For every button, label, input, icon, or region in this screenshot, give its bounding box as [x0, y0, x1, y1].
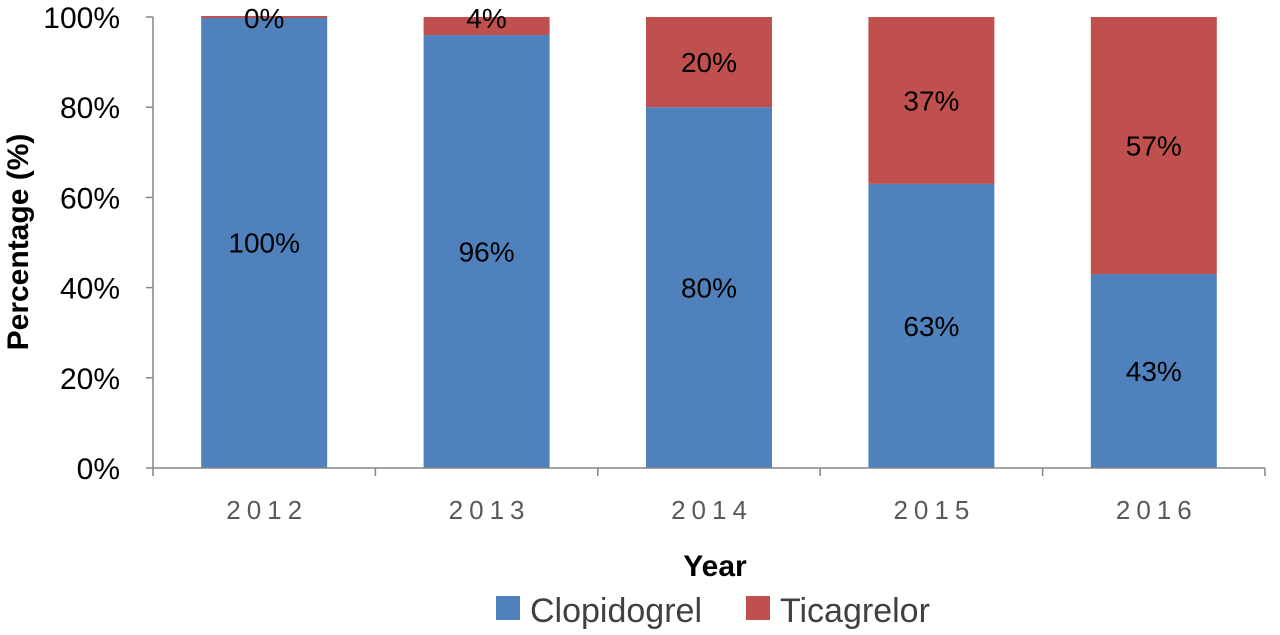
bar-clopidogrel-2013	[423, 35, 550, 468]
bar-clopidogrel-2014	[646, 107, 772, 468]
y-tick-label-80%: 80%	[60, 92, 120, 125]
bar-ticagrelor-2015	[868, 17, 995, 184]
data-label-ticagrelor-2016: 57%	[1126, 131, 1182, 162]
y-tick-label-0%: 0%	[77, 453, 120, 486]
legend: Clopidogrel Ticagrelor	[496, 592, 930, 630]
legend-swatch-clopidogrel	[496, 596, 520, 620]
data-label-clopidogrel-2015: 63%	[903, 311, 959, 342]
y-tick-label-20%: 20%	[60, 363, 120, 396]
y-tick-label-40%: 40%	[60, 273, 120, 306]
data-label-ticagrelor-2014: 20%	[681, 47, 737, 78]
y-tick-label-100%: 100%	[43, 2, 120, 35]
y-tick-label-60%: 60%	[60, 182, 120, 215]
bar-clopidogrel-2015	[868, 183, 995, 468]
data-label-clopidogrel-2013: 96%	[459, 237, 515, 268]
x-axis-title: Year	[683, 550, 747, 583]
legend-label-ticagrelor: Ticagrelor	[780, 592, 930, 630]
axes-group: 0% 20% 40% 60% 80% 100% 2012 2013 2014 2015 2016	[43, 2, 1266, 525]
data-label-ticagrelor-2012: 0%	[244, 3, 284, 34]
bar-clopidogrel-2016	[1090, 274, 1217, 468]
bar-ticagrelor-2013	[423, 17, 550, 36]
data-label-ticagrelor-2015: 37%	[903, 85, 959, 116]
x-tick-label-2014: 2014	[671, 495, 753, 525]
bar-ticagrelor-2012	[201, 16, 328, 18]
y-axis-title: Percentage (%)	[2, 134, 35, 351]
x-tick-label-2012: 2012	[226, 495, 308, 525]
bars-group: 100% 0% 96% 4% 80% 20% 63% 37% 43% 57%	[201, 3, 1217, 468]
legend-label-clopidogrel: Clopidogrel	[530, 592, 702, 630]
x-tick-label-2015: 2015	[893, 495, 975, 525]
bar-ticagrelor-2014	[646, 17, 772, 108]
legend-swatch-ticagrelor	[746, 596, 770, 620]
x-tick-label-2016: 2016	[1116, 495, 1198, 525]
data-label-clopidogrel-2012: 100%	[228, 228, 300, 259]
data-label-clopidogrel-2016: 43%	[1126, 356, 1182, 387]
bar-ticagrelor-2016	[1090, 17, 1217, 275]
bar-clopidogrel-2012	[201, 17, 328, 468]
data-label-clopidogrel-2014: 80%	[681, 273, 737, 304]
data-label-ticagrelor-2013: 4%	[466, 3, 506, 34]
x-tick-label-2013: 2013	[449, 495, 531, 525]
